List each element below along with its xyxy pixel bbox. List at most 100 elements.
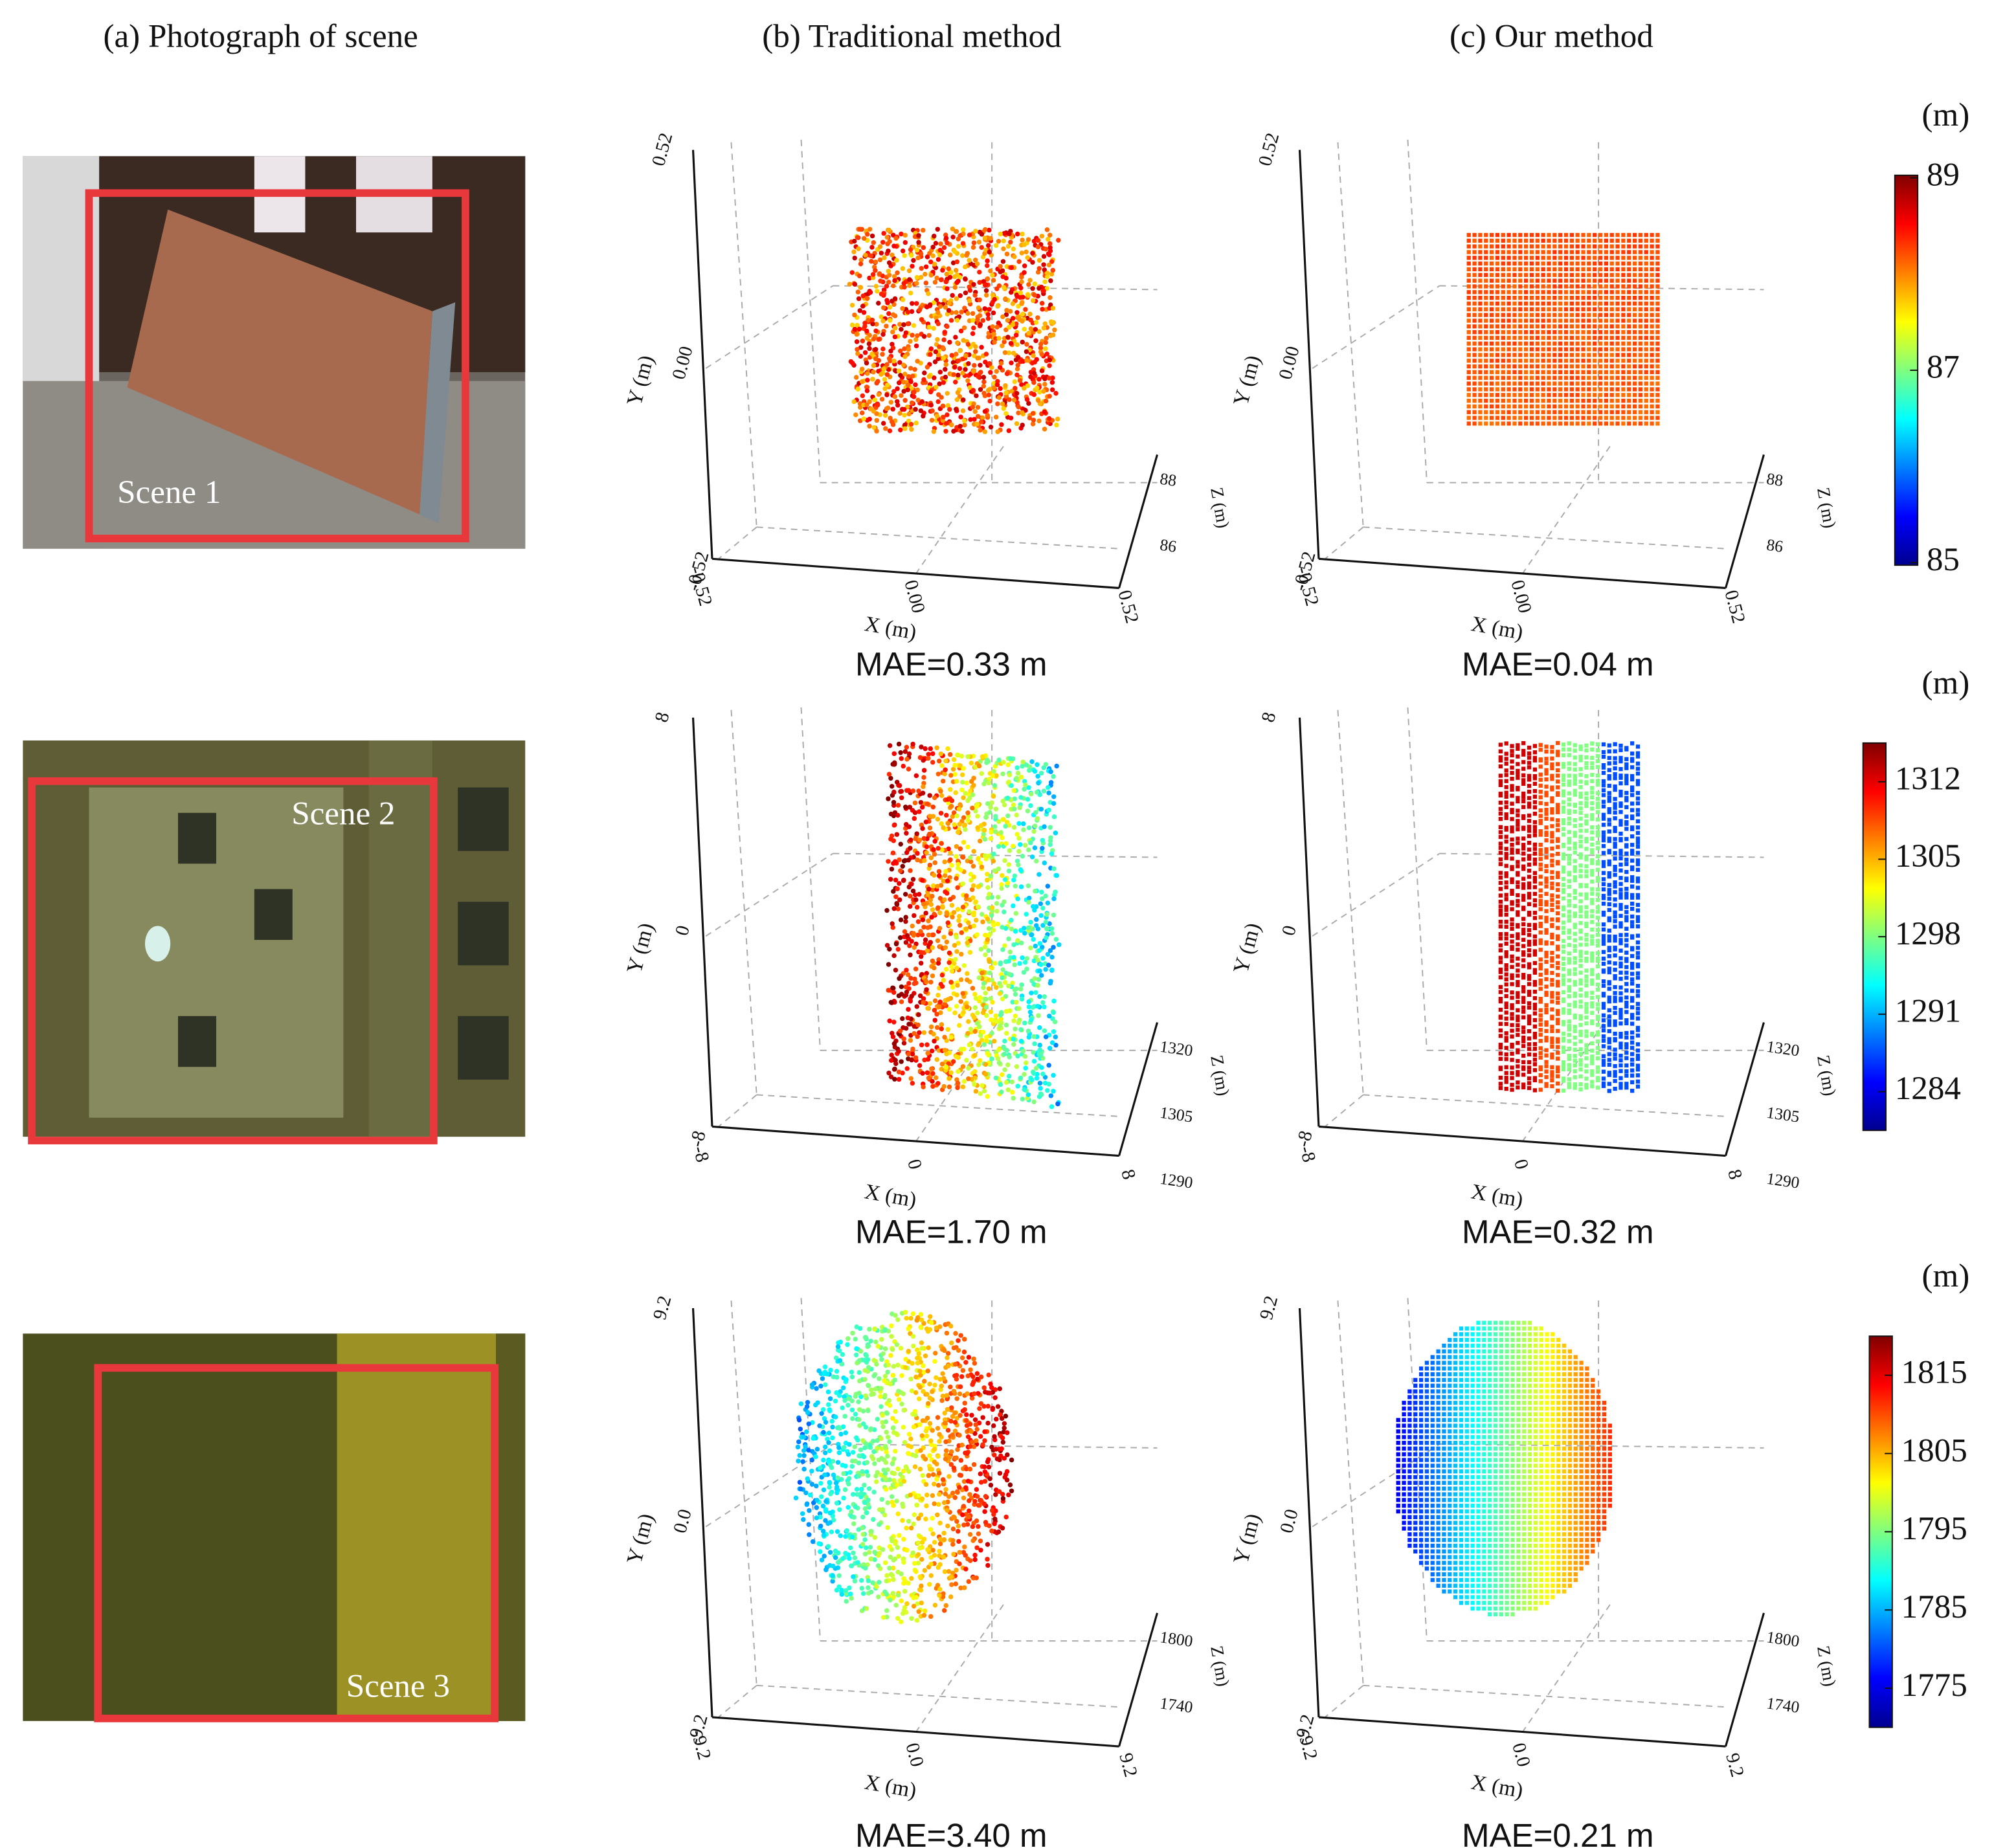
point <box>1621 290 1626 295</box>
point <box>1504 941 1508 946</box>
point <box>1621 353 1626 357</box>
point <box>1045 900 1051 906</box>
point <box>1031 904 1036 909</box>
point <box>1556 894 1560 899</box>
point <box>1644 290 1648 295</box>
point <box>983 952 988 957</box>
point <box>1556 1069 1560 1074</box>
box-line <box>1325 526 1364 560</box>
point <box>980 318 986 323</box>
point <box>1621 370 1626 375</box>
point <box>931 326 936 331</box>
point <box>1535 290 1540 295</box>
point <box>903 915 908 920</box>
x-tick-label: 0.00 <box>1507 578 1535 616</box>
point <box>860 339 866 344</box>
point <box>994 369 1000 374</box>
point <box>1561 827 1566 831</box>
box-line <box>1439 852 1764 858</box>
point <box>1053 937 1059 942</box>
point <box>914 904 920 910</box>
point <box>1024 956 1030 961</box>
point <box>971 369 976 374</box>
point <box>1007 972 1013 977</box>
point <box>1581 232 1585 238</box>
point <box>963 353 969 359</box>
point <box>901 388 906 394</box>
point <box>1031 1058 1037 1064</box>
point <box>1033 943 1038 949</box>
point <box>910 333 915 338</box>
point <box>1026 999 1031 1005</box>
point <box>999 1089 1004 1095</box>
point <box>1035 385 1040 391</box>
point <box>1638 290 1643 295</box>
point <box>1484 393 1488 397</box>
point <box>928 855 934 860</box>
point <box>989 800 994 805</box>
point <box>1008 416 1014 421</box>
point <box>1016 849 1022 854</box>
point <box>992 374 997 380</box>
point <box>978 946 984 952</box>
point <box>991 331 996 337</box>
point <box>1532 1018 1538 1023</box>
point <box>871 408 877 414</box>
point <box>921 775 926 780</box>
point <box>1006 1073 1012 1079</box>
point <box>1578 792 1583 796</box>
point <box>1031 829 1036 834</box>
point <box>1529 370 1534 375</box>
point <box>1604 398 1609 403</box>
point <box>1011 397 1017 403</box>
point <box>1575 284 1580 289</box>
point <box>1573 1054 1577 1058</box>
point <box>1558 370 1563 375</box>
point <box>1578 909 1583 913</box>
point <box>1527 933 1532 937</box>
point <box>1563 324 1569 329</box>
point <box>1527 885 1532 890</box>
point <box>1008 239 1013 245</box>
point <box>1598 267 1603 272</box>
point <box>1518 324 1523 329</box>
point <box>1524 262 1529 266</box>
point <box>1569 410 1574 414</box>
point <box>972 1029 978 1034</box>
point <box>981 781 987 786</box>
point <box>861 236 867 241</box>
point <box>1472 295 1477 300</box>
point <box>1044 271 1050 276</box>
point <box>1038 345 1044 351</box>
point <box>1584 864 1589 869</box>
point <box>1478 381 1483 386</box>
point <box>1644 238 1648 243</box>
point <box>1022 386 1027 391</box>
point <box>1498 955 1503 960</box>
point <box>1507 364 1511 369</box>
point <box>1512 238 1517 243</box>
point <box>892 394 898 399</box>
point <box>1567 830 1572 834</box>
point <box>882 255 887 260</box>
point <box>1516 768 1520 774</box>
point <box>966 920 971 926</box>
point <box>888 811 894 817</box>
point <box>1478 410 1483 414</box>
point <box>1516 787 1520 792</box>
point <box>941 878 947 884</box>
point <box>1650 244 1654 249</box>
point <box>1567 935 1572 941</box>
point <box>900 248 906 254</box>
point <box>1573 1000 1577 1005</box>
point <box>1538 1079 1543 1084</box>
point <box>1598 250 1603 254</box>
point <box>924 948 930 953</box>
point <box>1575 267 1580 272</box>
point <box>949 964 954 970</box>
point <box>1578 1005 1583 1009</box>
point <box>987 810 992 815</box>
point <box>1593 381 1597 386</box>
point <box>1550 1025 1554 1029</box>
point <box>1466 267 1471 272</box>
